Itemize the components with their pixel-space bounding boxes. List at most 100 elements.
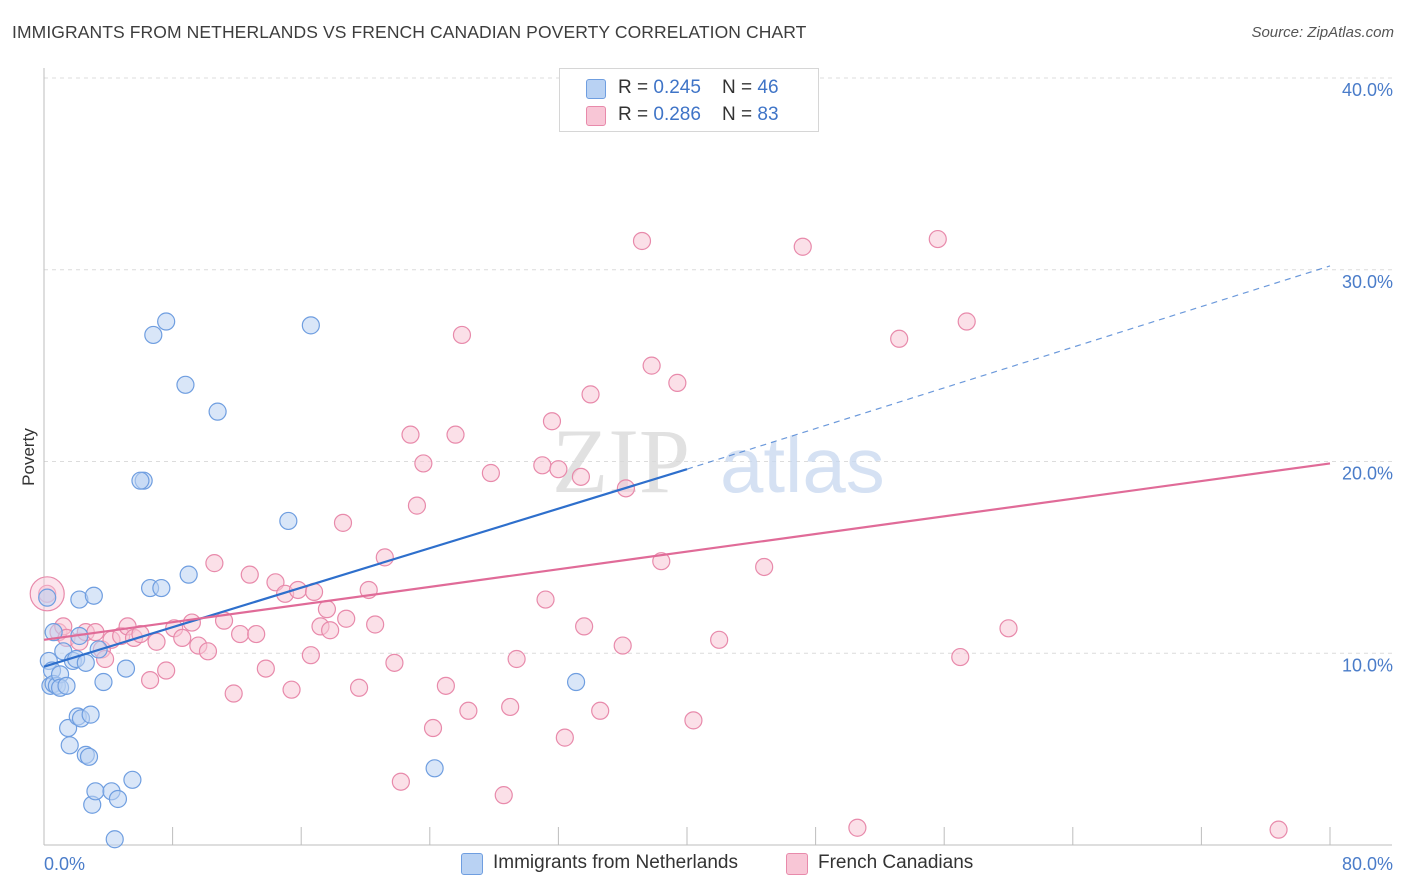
legend-r-value: 0.286: [653, 104, 701, 125]
data-point-french-canadians: [632, 231, 652, 251]
data-point-french-canadians: [957, 312, 976, 331]
data-point-french-canadians: [423, 718, 443, 738]
x-tick-label: 80.0%: [1342, 854, 1393, 874]
data-point-french-canadians: [231, 624, 250, 644]
data-point-netherlands: [123, 770, 142, 789]
data-point-french-canadians: [173, 628, 192, 648]
data-point-french-canadians: [333, 513, 353, 532]
x-tick-label: 0.0%: [44, 854, 85, 874]
data-point-french-canadians: [793, 237, 812, 256]
data-point-french-canadians: [157, 661, 176, 680]
data-point-french-canadians: [652, 552, 671, 571]
data-point-french-canadians: [301, 646, 320, 665]
data-point-french-canadians: [436, 676, 455, 695]
data-point-french-canadians: [755, 557, 774, 577]
data-point-french-canadians: [533, 456, 552, 475]
data-point-french-canadians: [591, 701, 610, 720]
data-point-french-canadians: [401, 425, 420, 444]
y-tick-label: 30.0%: [1342, 272, 1393, 292]
legend: R = 0.245 N = 46 R = 0.286 N = 83: [559, 68, 819, 132]
data-point-netherlands: [144, 325, 163, 345]
legend-r-value: 0.245: [653, 77, 701, 98]
data-point-french-canadians: [1269, 820, 1288, 839]
data-point-netherlands: [425, 759, 444, 778]
data-point-netherlands: [301, 316, 320, 335]
x-tick-labels: 0.0% 80.0%: [44, 854, 1393, 874]
bottom-legend-swatch-pink: [786, 853, 808, 875]
data-point-netherlands: [279, 511, 298, 531]
data-point-netherlands: [566, 672, 586, 692]
data-point-netherlands: [57, 676, 76, 695]
y-axis-label: Poverty: [19, 428, 38, 486]
data-point-netherlands: [179, 565, 198, 584]
legend-n-label: N =: [722, 104, 758, 125]
watermark: ZIP atlas: [552, 410, 885, 512]
y-tick-label: 40.0%: [1342, 80, 1393, 100]
watermark-atlas: atlas: [720, 421, 885, 509]
data-point-french-canadians: [256, 659, 275, 678]
legend-r-label: R =: [618, 104, 654, 125]
data-point-netherlands: [94, 672, 113, 692]
bottom-legend-label: French Canadians: [818, 852, 974, 873]
bottom-legend-swatch-blue: [461, 853, 483, 875]
data-point-netherlands: [105, 830, 124, 849]
legend-r-label: R =: [618, 77, 654, 98]
data-point-french-canadians: [140, 670, 160, 690]
data-point-netherlands: [131, 471, 150, 490]
data-point-french-canadians: [224, 684, 243, 703]
data-point-french-canadians: [446, 425, 465, 444]
data-point-french-canadians: [494, 786, 513, 805]
chart-title: IMMIGRANTS FROM NETHERLANDS VS FRENCH CA…: [12, 22, 807, 42]
y-tick-label: 10.0%: [1342, 655, 1393, 675]
trend-line-french-canadians: [43, 462, 1331, 641]
data-point-french-canadians: [321, 621, 340, 640]
data-point-french-canadians: [581, 385, 600, 404]
data-point-french-canadians: [414, 454, 433, 473]
data-point-french-canadians: [668, 373, 687, 392]
legend-n-value: 83: [757, 104, 779, 125]
data-point-french-canadians: [684, 711, 703, 730]
data-point-french-canadians: [282, 680, 301, 699]
legend-n-label: N =: [722, 77, 758, 98]
data-point-netherlands: [157, 312, 176, 331]
data-point-french-canadians: [536, 590, 555, 609]
data-point-netherlands: [152, 578, 171, 598]
data-point-netherlands: [60, 736, 79, 755]
data-point-french-canadians: [247, 624, 266, 644]
data-point-french-canadians: [349, 678, 369, 697]
legend-swatch-pink: [586, 106, 606, 126]
data-point-french-canadians: [337, 609, 356, 628]
data-point-french-canadians: [366, 615, 385, 634]
source-label: Source: ZipAtlas.com: [1251, 24, 1394, 41]
data-point-french-canadians: [198, 642, 218, 661]
data-point-french-canadians: [555, 728, 574, 747]
data-point-french-canadians: [848, 818, 867, 837]
data-point-french-canadians: [613, 636, 632, 655]
data-point-french-canadians: [147, 632, 166, 651]
trend-line-netherlands: [43, 468, 688, 668]
data-point-french-canadians: [317, 600, 337, 619]
legend-n-value: 46: [757, 77, 779, 98]
data-point-netherlands: [44, 623, 63, 642]
data-point-french-canadians: [575, 617, 594, 636]
data-point-french-canadians: [452, 325, 472, 345]
trend-lines: [43, 265, 1331, 668]
axes: [43, 68, 1392, 846]
data-point-french-canadians: [890, 329, 909, 348]
data-point-netherlands: [176, 375, 195, 394]
trend-line-netherlands-extrapolated: [686, 265, 1331, 470]
y-tick-label: 20.0%: [1342, 464, 1393, 484]
series-french-canadians: [29, 229, 1288, 839]
data-point-french-canadians: [549, 460, 568, 479]
data-point-french-canadians: [459, 701, 478, 720]
watermark-zip: ZIP: [552, 410, 690, 512]
legend-swatch-blue: [586, 79, 606, 99]
data-point-french-canadians: [481, 463, 500, 483]
data-point-french-canadians: [710, 630, 729, 649]
data-point-french-canadians: [385, 653, 404, 672]
data-point-french-canadians: [407, 496, 427, 515]
data-point-netherlands: [38, 588, 57, 607]
data-point-netherlands: [108, 789, 128, 809]
data-point-french-canadians: [507, 649, 526, 669]
bottom-legend-label: Immigrants from Netherlands: [493, 852, 738, 873]
